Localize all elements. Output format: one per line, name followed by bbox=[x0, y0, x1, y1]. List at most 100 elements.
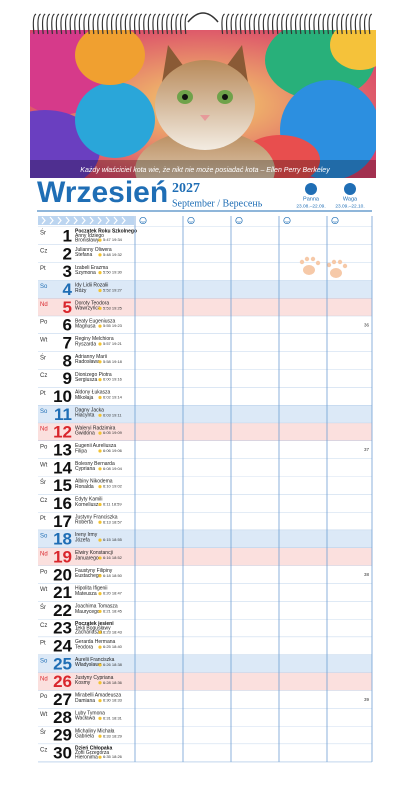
name-day: Damiana bbox=[75, 698, 95, 704]
month-subtitle: September / Вересень bbox=[172, 198, 263, 209]
column-smiley-mouth bbox=[285, 221, 289, 223]
spiral-loop bbox=[69, 13, 74, 35]
sun-times: 6:26 18:38 bbox=[103, 662, 123, 667]
name-day: Mirabelli Amadeusza bbox=[75, 693, 121, 699]
event: Początek Roku Szkolnego bbox=[75, 229, 137, 235]
day-row bbox=[38, 476, 372, 495]
weekday: Po bbox=[40, 320, 48, 326]
spiral-loop bbox=[290, 13, 294, 35]
spiral-loop bbox=[258, 13, 262, 35]
spiral-loop bbox=[175, 13, 179, 35]
day-number: 25 bbox=[53, 654, 72, 673]
day-number: 6 bbox=[63, 316, 72, 335]
day-row bbox=[38, 547, 372, 566]
spiral-loop bbox=[184, 13, 189, 35]
day-row bbox=[38, 351, 372, 370]
spiral-loop bbox=[87, 13, 92, 35]
day-number: 13 bbox=[53, 440, 72, 459]
spiral-loop bbox=[267, 13, 271, 35]
sun-icon bbox=[98, 755, 102, 759]
week-number: 38 bbox=[364, 572, 370, 577]
sun-icon bbox=[98, 238, 102, 242]
day-row bbox=[38, 316, 372, 334]
month-title: Wrzesień bbox=[37, 176, 168, 209]
day-row bbox=[38, 708, 372, 727]
weekday: Cz bbox=[40, 748, 47, 754]
day-row bbox=[38, 619, 372, 638]
day-row bbox=[38, 298, 372, 317]
day-number: 11 bbox=[54, 405, 72, 424]
name-day: Wacława bbox=[75, 716, 95, 722]
day-number: 2 bbox=[63, 244, 72, 263]
sun-icon bbox=[98, 485, 102, 489]
spiral-loop bbox=[368, 13, 373, 35]
name-day: Zachariasza bbox=[75, 630, 102, 636]
weekday: Wt bbox=[40, 712, 48, 718]
sun-times: 6:21 18:45 bbox=[103, 608, 123, 613]
name-day: Waleryi Radzimira bbox=[75, 425, 116, 431]
sun-times: 5:53 19:25 bbox=[103, 305, 123, 310]
weekday: Cz bbox=[40, 373, 47, 379]
weekday: Po bbox=[40, 694, 48, 700]
day-number: 5 bbox=[63, 298, 72, 317]
day-number: 4 bbox=[63, 280, 73, 299]
sun-icon bbox=[98, 253, 102, 257]
spiral-loop bbox=[101, 13, 106, 35]
name-day: Dionizego Piotra bbox=[75, 372, 112, 378]
column-smiley bbox=[235, 216, 243, 225]
day-number: 12 bbox=[53, 423, 72, 442]
name-day: Justyny Franciszka bbox=[75, 514, 118, 520]
name-day: Januarego bbox=[75, 555, 99, 561]
sun-icon bbox=[98, 609, 102, 614]
name-day: Edyty Kamili bbox=[75, 497, 103, 503]
sign-dates: 23.09.–22.10. bbox=[335, 203, 364, 209]
day-row bbox=[38, 494, 372, 513]
sun-times: 6:20 18:47 bbox=[103, 591, 123, 596]
name-day: Eugenii Aureliusza bbox=[75, 443, 116, 449]
day-number: 18 bbox=[53, 530, 72, 549]
name-day: Idy Lidii Rozalii bbox=[75, 283, 108, 289]
spiral-loop bbox=[345, 13, 350, 35]
column-smiley-mouth bbox=[237, 221, 241, 223]
weekday: Pt bbox=[40, 641, 46, 647]
day-number: 15 bbox=[53, 476, 72, 495]
photo bbox=[30, 30, 376, 178]
spiral-loop bbox=[331, 13, 336, 35]
day-row bbox=[38, 369, 372, 388]
day-row bbox=[38, 262, 372, 281]
sun-times: 6:28 18:36 bbox=[103, 680, 123, 685]
name-day: Justyny Cypriana bbox=[75, 675, 114, 681]
day-row bbox=[38, 744, 372, 762]
sun-times: 5:52 19:27 bbox=[103, 288, 123, 293]
name-day: Michaliny Michała bbox=[75, 728, 115, 734]
name-day: Julianny Oliwera bbox=[75, 247, 112, 253]
name-day: Maurycego bbox=[75, 609, 100, 615]
column-smiley bbox=[283, 216, 291, 225]
name-day: Gerarda Hermana bbox=[75, 639, 116, 645]
weekday: Pt bbox=[40, 516, 46, 522]
sun-times: 5:50 19:30 bbox=[103, 270, 123, 275]
spiral-loop bbox=[327, 13, 331, 35]
day-number: 29 bbox=[53, 726, 72, 745]
name-day: Ireny Irmy bbox=[75, 532, 98, 538]
spiral-loop bbox=[46, 13, 51, 35]
day-row bbox=[38, 227, 372, 245]
sun-icon bbox=[98, 698, 102, 703]
day-number: 19 bbox=[53, 547, 72, 566]
spiral-loop bbox=[317, 13, 322, 35]
spiral-loop bbox=[138, 13, 143, 35]
spiral-loop bbox=[179, 13, 184, 35]
spiral-loop bbox=[92, 13, 97, 35]
sun-icon bbox=[98, 734, 102, 738]
sun-times: 5:48 19:32 bbox=[103, 252, 123, 257]
spiral-loop bbox=[253, 13, 258, 35]
name-day: Albiny Nikodema bbox=[75, 479, 113, 485]
spiral-loop bbox=[133, 13, 138, 35]
spiral-loop bbox=[55, 13, 60, 35]
weekday: Pt bbox=[40, 391, 46, 397]
weekday: Wt bbox=[40, 338, 48, 344]
day-row bbox=[38, 440, 372, 459]
spiral-loop bbox=[120, 13, 124, 35]
day-row bbox=[38, 333, 372, 352]
spiral-loop bbox=[41, 13, 46, 35]
